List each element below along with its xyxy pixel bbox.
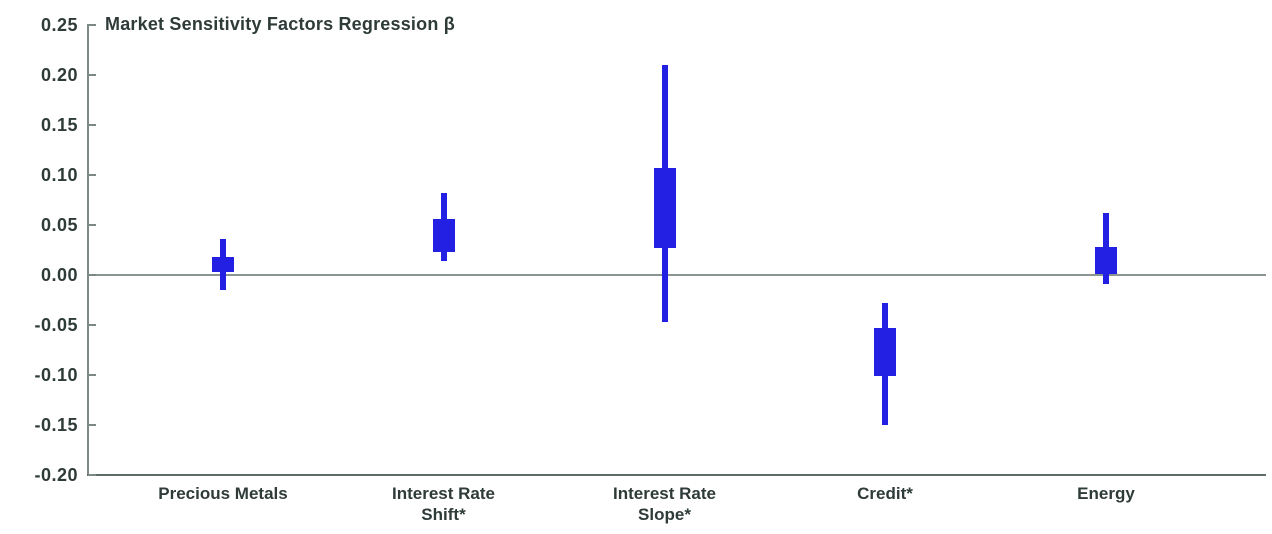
box-body xyxy=(432,219,455,252)
y-tick-mark xyxy=(88,374,96,376)
x-axis-line xyxy=(87,474,1266,476)
category-label-line: Interest Rate xyxy=(613,484,716,503)
y-tick-label: 0.05 xyxy=(40,215,78,235)
category-label-line: Shift* xyxy=(421,505,466,524)
y-tick-label: 0.00 xyxy=(40,265,78,285)
box-body xyxy=(1095,247,1117,274)
category-label: Interest Rate Slope* xyxy=(555,483,775,525)
y-tick-label: -0.10 xyxy=(34,365,78,385)
category-label: Precious Metals xyxy=(113,483,333,504)
category-label: Interest Rate Shift* xyxy=(334,483,554,525)
y-axis-line xyxy=(87,24,89,476)
y-tick-label: -0.15 xyxy=(34,415,78,435)
y-tick-label: 0.15 xyxy=(40,115,78,135)
category-label: Energy xyxy=(996,483,1216,504)
y-tick-label: 0.25 xyxy=(40,15,78,35)
y-tick-mark xyxy=(88,24,96,26)
y-tick-label: -0.20 xyxy=(34,465,78,485)
zero-baseline xyxy=(88,274,1266,276)
box-body xyxy=(874,328,896,376)
y-tick-label: 0.10 xyxy=(40,165,78,185)
y-tick-mark xyxy=(88,324,96,326)
y-tick-mark xyxy=(88,474,96,476)
y-tick-label: 0.20 xyxy=(40,65,78,85)
y-tick-label: -0.05 xyxy=(34,315,78,335)
category-label: Credit* xyxy=(775,483,995,504)
category-label-line: Interest Rate xyxy=(392,484,495,503)
y-tick-mark xyxy=(88,224,96,226)
category-label-line: Slope* xyxy=(638,505,691,524)
y-tick-mark xyxy=(88,174,96,176)
chart-title: Market Sensitivity Factors Regression β xyxy=(105,14,455,34)
y-tick-mark xyxy=(88,274,96,276)
box-body xyxy=(212,257,234,272)
y-tick-mark xyxy=(88,124,96,126)
box-body xyxy=(653,168,676,248)
category-label-line: Precious Metals xyxy=(158,484,288,503)
y-tick-mark xyxy=(88,74,96,76)
y-tick-mark xyxy=(88,424,96,426)
category-label-line: Credit* xyxy=(857,484,913,503)
category-label-line: Energy xyxy=(1077,484,1135,503)
